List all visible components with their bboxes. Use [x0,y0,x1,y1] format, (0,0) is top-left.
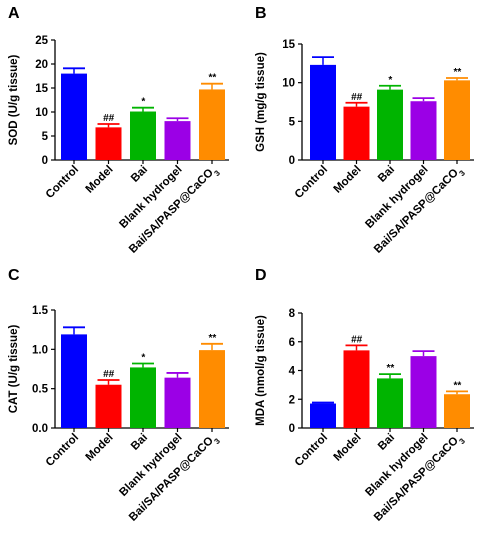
y-tick-label: 5 [289,116,296,128]
significance-label: ## [103,113,115,124]
significance-label: ** [208,73,217,84]
x-tick-label: Model [84,432,116,464]
bar-bai-sa-pasp-caco3 [444,80,470,160]
x-tick-label: Model [332,164,364,196]
y-axis-label: SOD (U/g tissue) [8,54,20,145]
x-tick-label: Blank hydrogel [117,432,184,499]
panel-d: D MDA (nmol/g tissue) 0 2 4 6 8 Control ## Model *… [255,267,474,524]
x-tick-label: Bai [129,432,150,453]
y-tick-label: 20 [35,59,48,71]
bar-bai [130,111,156,160]
y-axis-label: GSH (mg/g tissue) [255,52,267,152]
bar-blank-hydrogel [164,377,191,428]
x-tick-label: Control [44,164,81,201]
significance-label: * [141,97,146,108]
bar-blank-hydrogel [410,356,437,428]
bar-control [310,403,336,428]
bar-bai-sa-pasp-caco3 [199,350,225,428]
bar-model [343,106,370,160]
y-tick-label: 1.0 [32,344,48,356]
x-tick-label: Bai [376,164,397,185]
significance-label: ** [208,333,217,344]
panel-letter: D [255,267,267,284]
panel-a: A SOD (U/g tissue) 0 5 10 15 20 25 Control ## Mode… [8,5,229,256]
bar-model [343,350,370,428]
y-tick-label: 0.5 [32,384,49,396]
bar-bai [130,367,156,428]
x-tick-label: Blank hydrogel [363,432,430,499]
bar-model [95,127,122,160]
x-tick-label: Model [332,432,364,464]
significance-label: * [388,75,393,86]
significance-label: ** [386,363,395,374]
panel-letter: C [8,267,20,284]
x-tick-label: Control [44,432,81,469]
y-tick-label: 25 [35,35,48,47]
panel-letter: B [255,5,267,22]
y-tick-label: 10 [35,107,48,119]
bar-bai-sa-pasp-caco3 [199,89,225,160]
significance-label: ## [351,334,363,345]
x-tick-label: Bai [129,164,150,185]
y-tick-label: 0 [289,423,295,435]
x-tick-label: Bai [376,432,397,453]
y-tick-label: 0.0 [32,423,48,435]
y-tick-label: 15 [282,39,295,51]
bar-bai-sa-pasp-caco3 [444,394,470,428]
x-tick-label: Control [293,432,330,469]
y-axis-label: CAT (U/g tissue) [8,325,20,414]
significance-label: * [141,352,146,363]
x-tick-label: Blank hydrogel [117,164,184,231]
bar-blank-hydrogel [164,121,191,160]
significance-label: ** [453,67,462,78]
significance-label: ## [351,92,363,103]
y-tick-label: 2 [289,394,295,406]
panel-letter: A [8,5,20,22]
panel-c: C CAT (U/g tissue) 0.0 0.5 1.0 1.5 Control ## Mo… [8,267,229,524]
bar-model [95,384,122,428]
bar-blank-hydrogel [410,101,437,160]
panel-b: B GSH (mg/g tissue) 0 5 10 15 Control ## Model * B… [255,5,474,256]
x-tick-label: Blank hydrogel [363,164,430,231]
y-axis-label: MDA (nmol/g tissue) [255,315,267,426]
y-tick-label: 8 [289,308,296,320]
y-tick-label: 6 [289,337,295,349]
y-tick-label: 5 [42,131,49,143]
y-tick-label: 0 [289,155,295,167]
x-tick-label: Model [84,164,116,196]
x-tick-label: Control [293,164,330,201]
y-tick-label: 4 [289,366,296,378]
significance-label: ** [453,380,462,391]
y-tick-label: 15 [35,83,48,95]
bar-bai [377,89,403,160]
y-tick-label: 1.5 [32,305,49,317]
significance-label: ## [103,369,115,380]
bar-control [61,73,87,160]
y-tick-label: 0 [42,155,48,167]
bar-control [310,64,336,160]
bar-control [61,334,87,428]
bar-bai [377,378,403,428]
y-tick-label: 10 [282,78,295,90]
